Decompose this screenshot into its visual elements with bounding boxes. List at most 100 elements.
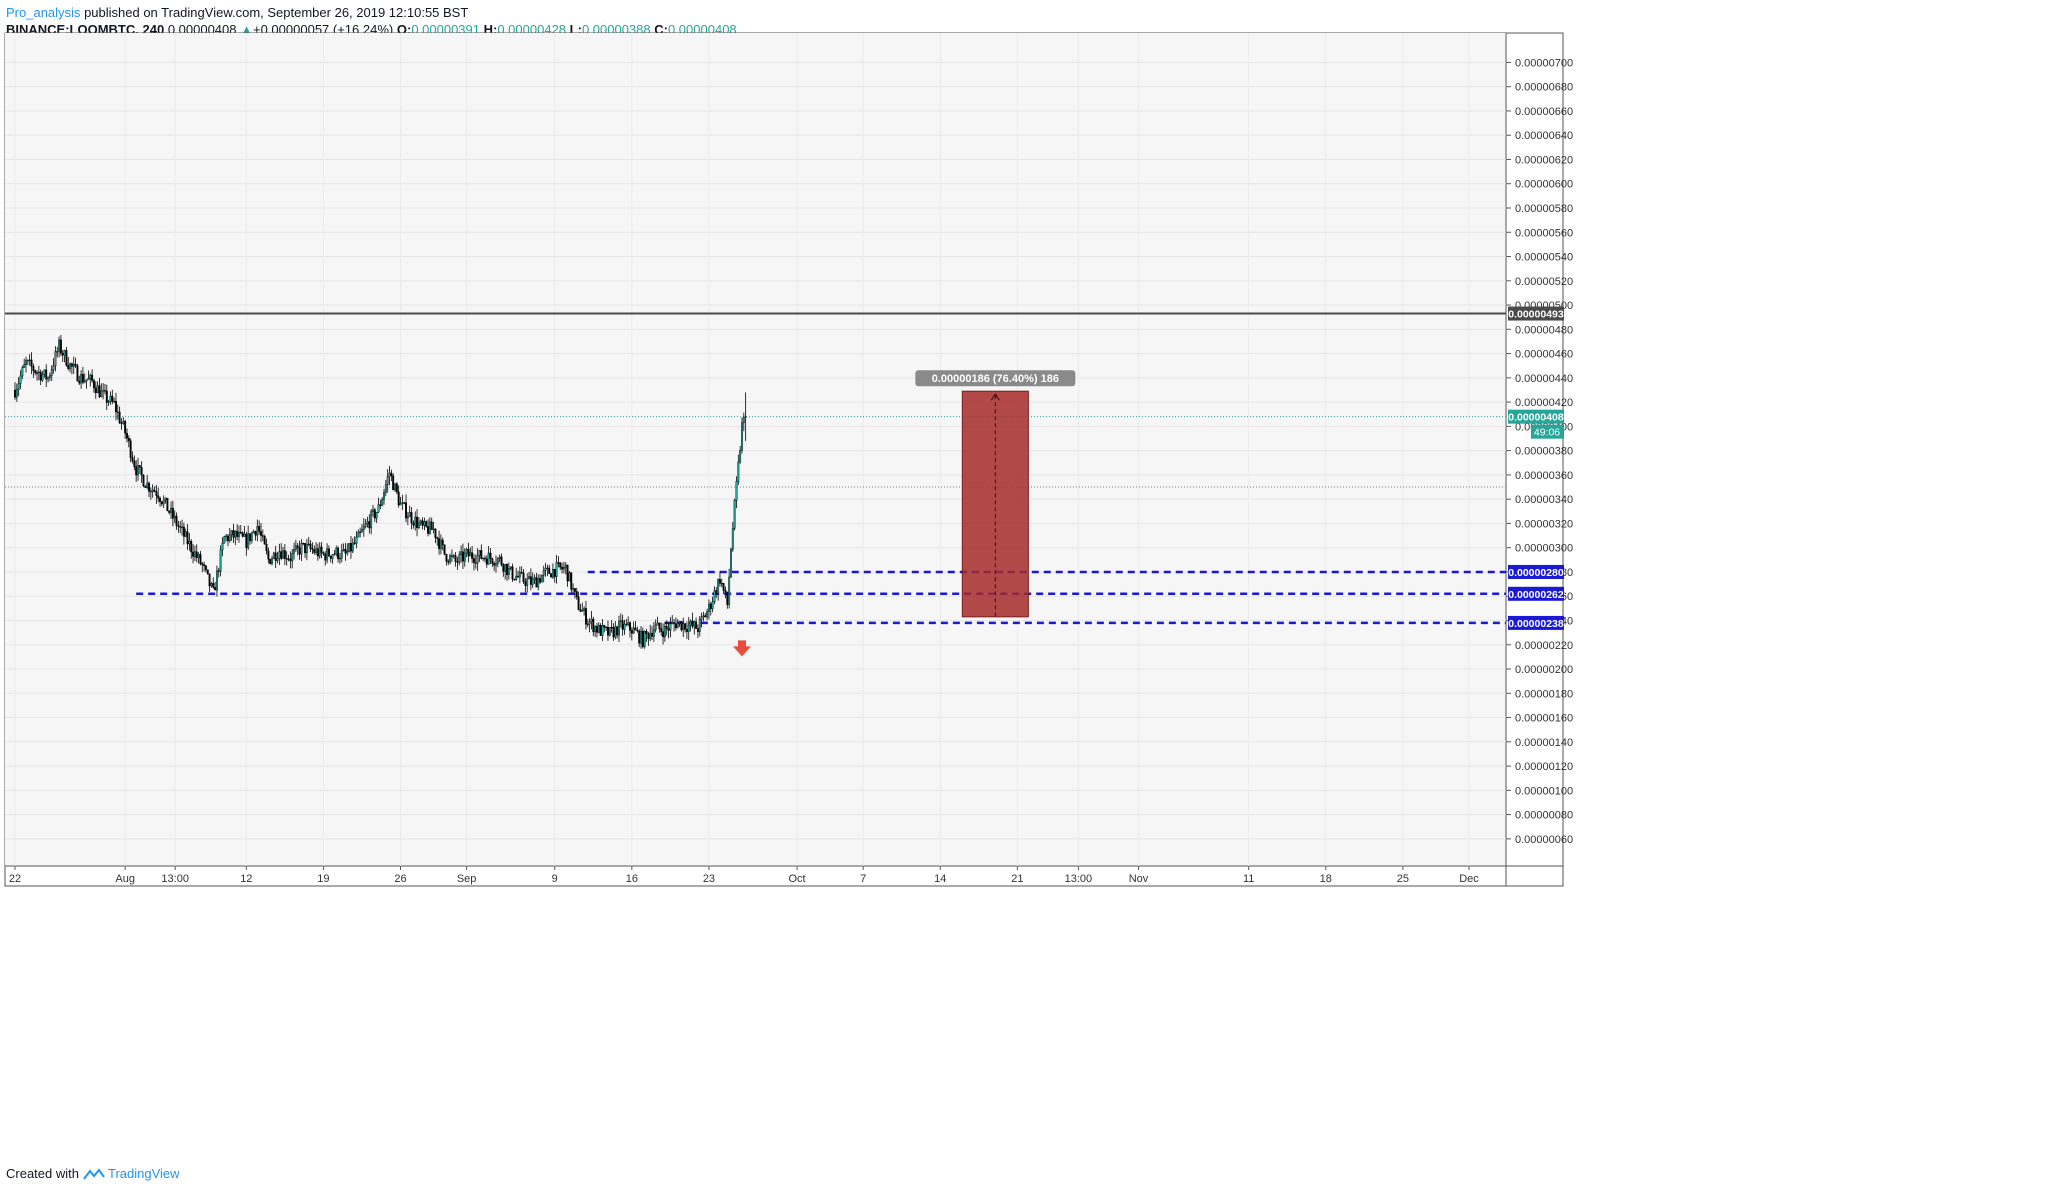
candle-body <box>596 626 598 633</box>
candle-body <box>232 530 235 538</box>
candle-body <box>577 596 580 610</box>
candle-body <box>652 629 655 637</box>
candle-body <box>707 603 710 612</box>
candle-body <box>318 546 321 557</box>
candle-body <box>160 501 163 505</box>
candle-body <box>162 499 165 505</box>
candle-body <box>149 490 152 493</box>
candle-body <box>663 626 666 638</box>
candle-body <box>47 377 49 380</box>
candle-body <box>550 573 553 578</box>
candle-body <box>320 546 323 553</box>
candle-body <box>674 623 677 629</box>
candle-body <box>146 482 149 488</box>
candle-body <box>293 549 295 554</box>
x-tick-label: 18 <box>1320 873 1332 885</box>
candle-body <box>447 560 450 563</box>
candle-body <box>52 365 55 370</box>
candle-body <box>680 621 683 631</box>
candle-body <box>406 516 409 519</box>
candle-body <box>170 507 172 513</box>
plot-area <box>5 33 1506 866</box>
candle-body <box>335 547 338 555</box>
time-axis[interactable]: 22 Aug 13:00 12 19 26 Sep 9 16 23 Oct 7 14 21 13:00 Nov… <box>9 866 1479 885</box>
candle-body <box>78 380 81 384</box>
candle-body <box>234 530 237 538</box>
candle-body <box>227 535 229 542</box>
candle-body <box>629 622 631 631</box>
candle-body <box>542 570 545 576</box>
candle-body <box>278 551 281 559</box>
candle-body <box>735 481 738 501</box>
candle-body <box>493 563 496 566</box>
candle-body <box>386 476 389 485</box>
candle-body <box>518 571 521 578</box>
candle-body <box>711 601 714 609</box>
candle-body <box>507 568 510 575</box>
candle-body <box>148 482 150 492</box>
candle-body <box>607 626 609 636</box>
countdown-label: 49:06 <box>1534 427 1560 439</box>
range-arrowhead-icon <box>990 393 1000 401</box>
candle-body <box>618 621 620 636</box>
axis-price-labels: 0.00000493 0.00000408 49:06 0.00000280 0.000… <box>1508 306 1564 630</box>
candle-body <box>539 578 541 583</box>
candle-body <box>353 542 356 544</box>
candle-body <box>384 484 387 493</box>
candle-body <box>395 483 398 493</box>
candle-body <box>610 627 613 629</box>
candle-body <box>473 558 475 563</box>
y-tick-label: 0.00000080 <box>1515 810 1573 822</box>
y-tick-label: 0.00000620 <box>1515 154 1573 166</box>
candle-body <box>495 563 497 566</box>
candle-body <box>177 525 180 527</box>
candle-body <box>461 551 464 562</box>
x-tick-label: Sep <box>457 873 477 885</box>
candle-body <box>713 590 716 602</box>
publish-line: Pro_analysis published on TradingView.co… <box>6 5 468 20</box>
candle-body <box>704 615 707 618</box>
candle-body <box>733 500 736 529</box>
range-label-bg <box>915 370 1076 387</box>
candle-body <box>640 630 642 644</box>
candle-body <box>282 550 284 559</box>
candle-body <box>546 567 549 569</box>
candle-body <box>283 550 286 559</box>
candle-body <box>737 461 740 482</box>
x-tick-label: 7 <box>860 873 866 885</box>
candle-body <box>247 533 250 548</box>
candle-body <box>682 623 685 631</box>
author-link[interactable]: Pro_analysis <box>6 5 81 20</box>
tradingview-link[interactable]: TradingView <box>83 1166 180 1181</box>
countdown-bg <box>1531 424 1564 439</box>
candle-body <box>379 504 382 506</box>
candle-body <box>430 521 433 530</box>
candle-body <box>228 534 231 542</box>
candle-body <box>346 551 349 554</box>
candle-body <box>316 548 319 557</box>
candle-body <box>74 363 77 367</box>
down-arrow-icon <box>732 640 751 657</box>
candle-body <box>81 374 84 383</box>
candle-body <box>331 554 334 559</box>
candle-body <box>632 627 635 634</box>
candle-body <box>601 625 604 636</box>
candle-body <box>485 558 488 565</box>
candle-body <box>155 491 158 496</box>
candle-body <box>225 535 228 537</box>
candle-body <box>696 628 699 632</box>
candle-body <box>188 540 191 545</box>
candle-body <box>504 564 507 572</box>
candle-body <box>311 548 314 550</box>
candle-body <box>573 588 576 592</box>
candle-body <box>206 569 209 574</box>
candle-body <box>98 385 101 398</box>
candle-body <box>524 581 527 586</box>
price-range-tool[interactable]: 0.00000186 (76.40%) 186 <box>915 370 1076 618</box>
candle-body <box>715 590 718 594</box>
y-tick-label: 0.00000600 <box>1515 179 1573 191</box>
candle-body <box>673 622 676 624</box>
y-tick-label: 0.00000460 <box>1515 349 1573 361</box>
candle-body <box>236 530 239 537</box>
